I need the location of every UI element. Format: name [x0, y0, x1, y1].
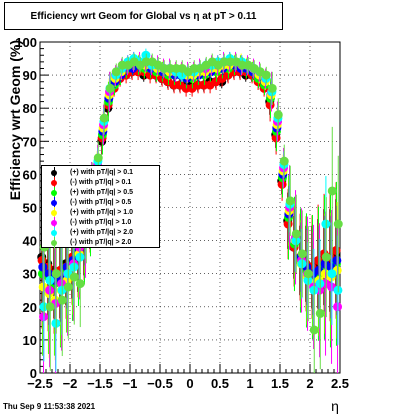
legend-entry: (-) with pT/|q| > 0.5 [42, 197, 159, 209]
data-point [303, 269, 313, 279]
legend-marker-icon [51, 240, 57, 246]
data-point [99, 113, 109, 123]
x-tick-label: −1.5 [87, 376, 113, 391]
legend-marker-icon [51, 200, 57, 206]
legend-label: (+) with pT/|q| > 0.5 [70, 189, 134, 196]
x-axis-label: η [331, 398, 339, 414]
legend-entry: (+) with pT/|q| > 0.5 [42, 187, 159, 199]
chart-title-box: Efficiency wrt Geom for Global vs η at p… [4, 2, 283, 30]
y-tick-label: 20 [23, 300, 37, 315]
data-point [285, 196, 295, 206]
y-tick-label: 0 [30, 366, 37, 381]
legend-label: (-) with pT/|q| > 2.0 [70, 239, 132, 246]
data-point [321, 252, 331, 262]
data-point [273, 110, 283, 120]
timestamp: Thu Sep 9 11:53:38 2021 [3, 402, 96, 411]
legend-label: (+) with pT/|q| > 1.0 [70, 209, 134, 216]
legend-entry: (+) with pT/|q| > 0.1 [42, 167, 159, 179]
data-point [333, 219, 343, 229]
data-point [267, 83, 277, 93]
y-tick-label: 40 [23, 234, 37, 249]
y-tick-label: 70 [23, 134, 37, 149]
data-point [45, 302, 55, 312]
legend-marker-icon [51, 230, 57, 236]
legend-entry: (+) with pT/|q| > 1.0 [42, 207, 159, 219]
chart-title: Efficiency wrt Geom for Global vs η at p… [30, 11, 257, 22]
x-tick-label: 0.5 [211, 376, 229, 391]
legend-marker-icon [51, 190, 57, 196]
legend-entry: (-) with pT/|q| > 1.0 [42, 217, 159, 229]
x-tick-label: 0 [186, 376, 193, 391]
x-tick-label: −2.5 [27, 376, 53, 391]
data-point [297, 249, 307, 259]
legend-label: (+) with pT/|q| > 0.1 [70, 169, 134, 176]
data-point [291, 229, 301, 239]
data-point [93, 153, 103, 163]
legend-label: (-) with pT/|q| > 0.5 [70, 199, 132, 206]
y-tick-label: 80 [23, 101, 37, 116]
y-tick-label: 50 [23, 201, 37, 216]
x-tick-label: −1 [123, 376, 138, 391]
x-tick-label: −2 [63, 376, 78, 391]
data-point [57, 295, 67, 305]
legend-label: (+) with pT/|q| > 2.0 [70, 229, 134, 236]
data-point [327, 269, 337, 279]
y-tick-label: 100 [15, 35, 37, 50]
legend-label: (-) with pT/|q| > 0.1 [70, 179, 132, 186]
y-tick-label: 30 [23, 267, 37, 282]
legend-marker-icon [51, 210, 57, 216]
data-point [315, 308, 325, 318]
legend-marker-icon [51, 220, 57, 226]
legend-entry: (-) with pT/|q| > 2.0 [42, 237, 159, 249]
y-tick-label: 10 [23, 333, 37, 348]
x-tick-label: 2 [306, 376, 313, 391]
legend-entry: (+) with pT/|q| > 2.0 [42, 227, 159, 239]
x-tick-label: 1.5 [271, 376, 289, 391]
data-point [111, 67, 121, 77]
data-point [105, 83, 115, 93]
data-point [63, 282, 73, 292]
data-point [327, 186, 337, 196]
y-axis-label: Efficiency wrt Geom (%) [7, 40, 23, 200]
y-tick-label: 60 [23, 167, 37, 182]
data-point [69, 272, 79, 282]
legend-marker-icon [51, 180, 57, 186]
data-point [279, 156, 289, 166]
data-point [51, 269, 61, 279]
data-point [309, 325, 319, 335]
legend: (+) with pT/|q| > 0.1 (-) with pT/|q| > 0… [41, 165, 160, 249]
legend-entry: (-) with pT/|q| > 0.1 [42, 177, 159, 189]
data-point [75, 279, 85, 289]
x-tick-label: 1 [246, 376, 253, 391]
x-tick-label: −0.5 [147, 376, 173, 391]
x-tick-label: 2.5 [331, 376, 349, 391]
data-point [261, 70, 271, 80]
y-tick-label: 90 [23, 68, 37, 83]
legend-marker-icon [51, 170, 57, 176]
legend-label: (-) with pT/|q| > 1.0 [70, 219, 132, 226]
